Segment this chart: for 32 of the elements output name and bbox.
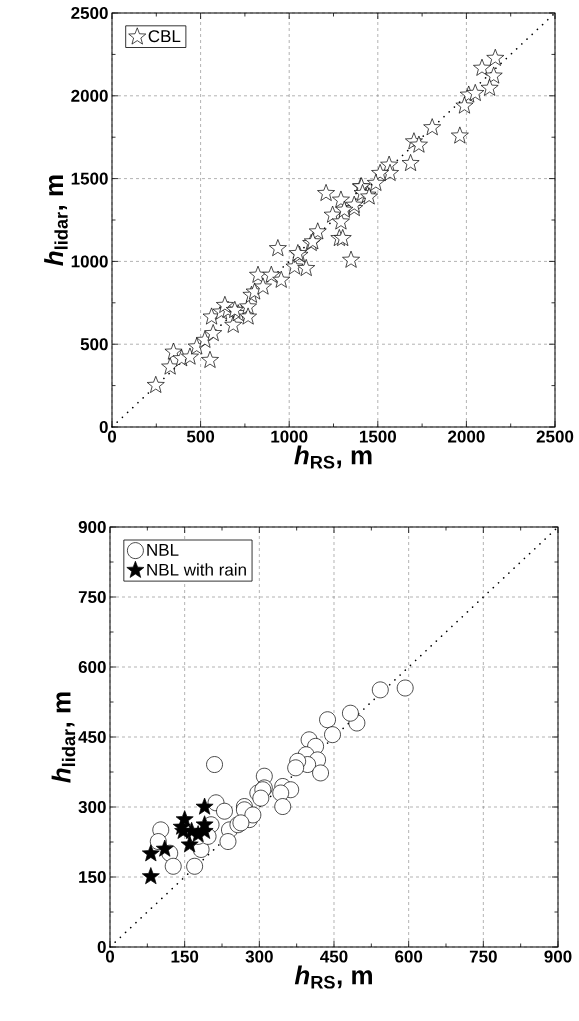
y-tick-label: 750 xyxy=(78,590,106,604)
x-tick-label: 300 xyxy=(245,950,273,963)
y-tick-label: 1000 xyxy=(71,255,108,268)
legend-label: NBL xyxy=(147,544,179,556)
x-tick-label: 450 xyxy=(320,950,348,963)
legend-label: CBL xyxy=(148,30,181,43)
x-tick-label: 2500 xyxy=(536,430,574,443)
y-tick-label: 600 xyxy=(78,660,106,674)
y-tick-label: 450 xyxy=(78,730,106,744)
y-tick-label: 500 xyxy=(80,338,108,351)
y-tick-label: 2500 xyxy=(71,6,108,20)
x-tick-label: 0 xyxy=(107,430,117,443)
y-tick-label: 2000 xyxy=(71,89,108,102)
x-tick-label: 500 xyxy=(186,430,215,443)
x-tick-label: 600 xyxy=(395,950,423,963)
y-axis-title: h$_{lidar}$, m xyxy=(44,175,68,266)
y-tick-label: 0 xyxy=(99,420,108,434)
x-axis-title: h$_{RS}$, m xyxy=(294,445,372,469)
x-axis-title: h$_{RS}$, m xyxy=(294,965,372,989)
x-tick-label: 2000 xyxy=(448,430,485,443)
y-axis-title: h$_{lidar}$, m xyxy=(51,692,76,783)
y-tick-label: 1500 xyxy=(71,172,108,185)
y-tick-label: 0 xyxy=(97,940,106,954)
x-tick-label: 1000 xyxy=(271,430,308,443)
y-tick-label: 300 xyxy=(78,800,106,814)
x-tick-label: 150 xyxy=(171,950,199,963)
x-tick-label: 750 xyxy=(469,950,497,963)
legend-label: NBL with rain xyxy=(147,563,246,576)
x-tick-label: 900 xyxy=(544,950,572,963)
x-tick-label: 1500 xyxy=(359,430,396,443)
y-tick-label: 900 xyxy=(78,520,106,534)
y-tick-label: 150 xyxy=(79,870,106,884)
